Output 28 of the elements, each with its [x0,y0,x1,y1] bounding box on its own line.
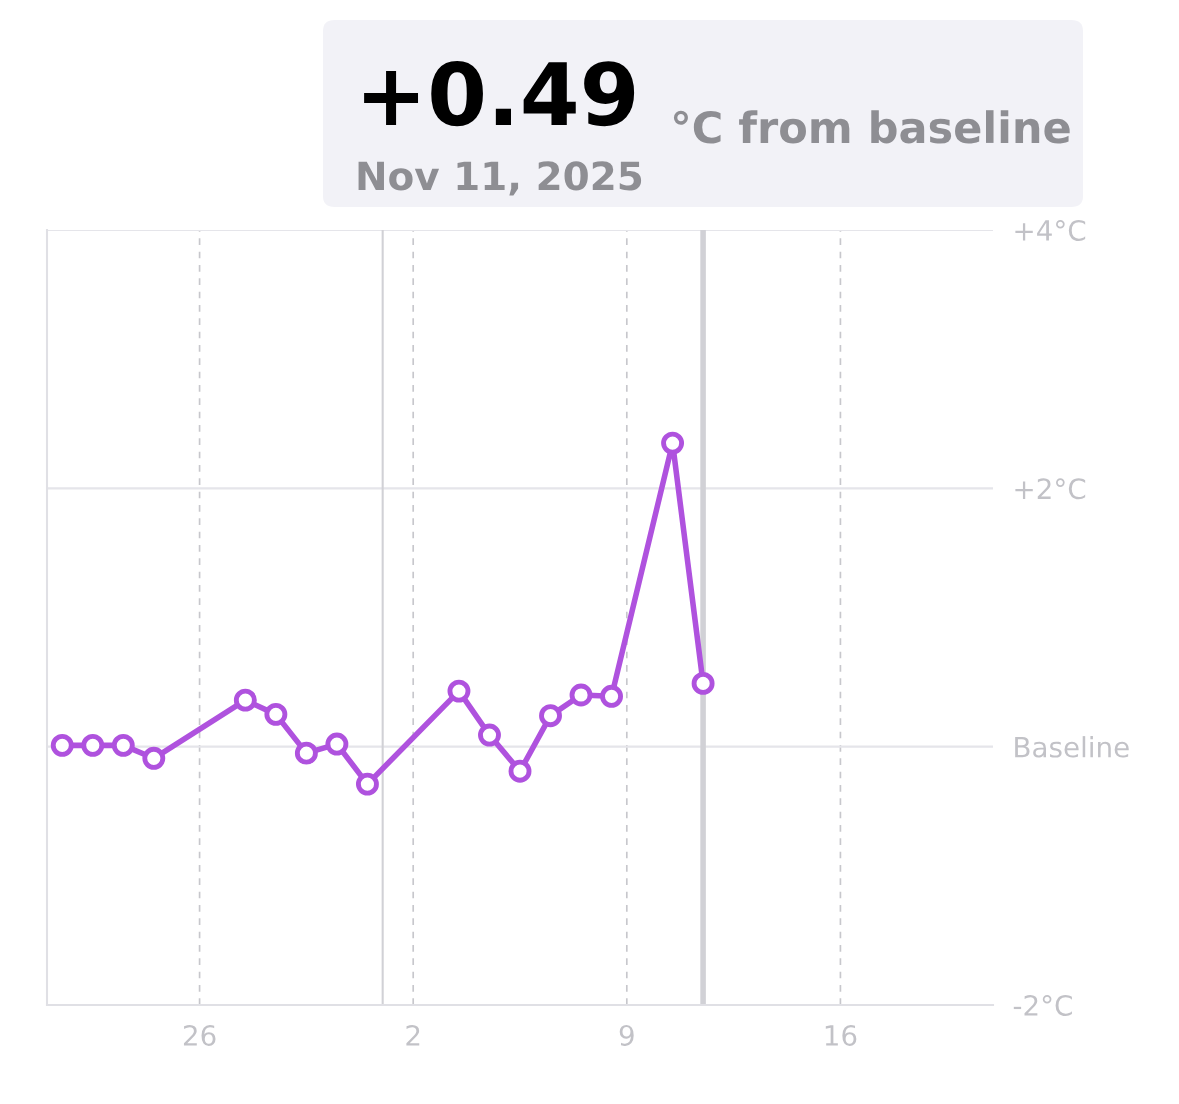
point [50,733,74,757]
point [81,733,105,757]
text: +0.49 [364,61,635,127]
x-tick-label: 9 [619,1024,634,1046]
point [691,671,715,695]
x-tick-label: 16 [825,1024,857,1046]
point [508,759,532,783]
point [111,733,135,757]
point [478,723,501,747]
point [600,684,624,708]
y-tick-label: Baseline [1015,736,1129,758]
point [294,741,318,765]
point [539,704,562,728]
point [355,772,379,796]
y-tick-label: -2°C [1013,994,1072,1016]
y-tick-label: +4°C [1015,219,1086,241]
y-tick-label: +2°C [1015,478,1086,500]
point [447,679,471,703]
x-tick-label: 26 [183,1024,216,1046]
point [264,702,288,726]
x-tick-label: 2 [406,1024,420,1046]
point [142,746,166,770]
text: Nov 11, 2025 [358,161,642,196]
point [661,431,685,455]
point [233,688,257,712]
point [325,732,349,756]
point [569,683,593,707]
text: °C from baseline [673,110,1070,144]
